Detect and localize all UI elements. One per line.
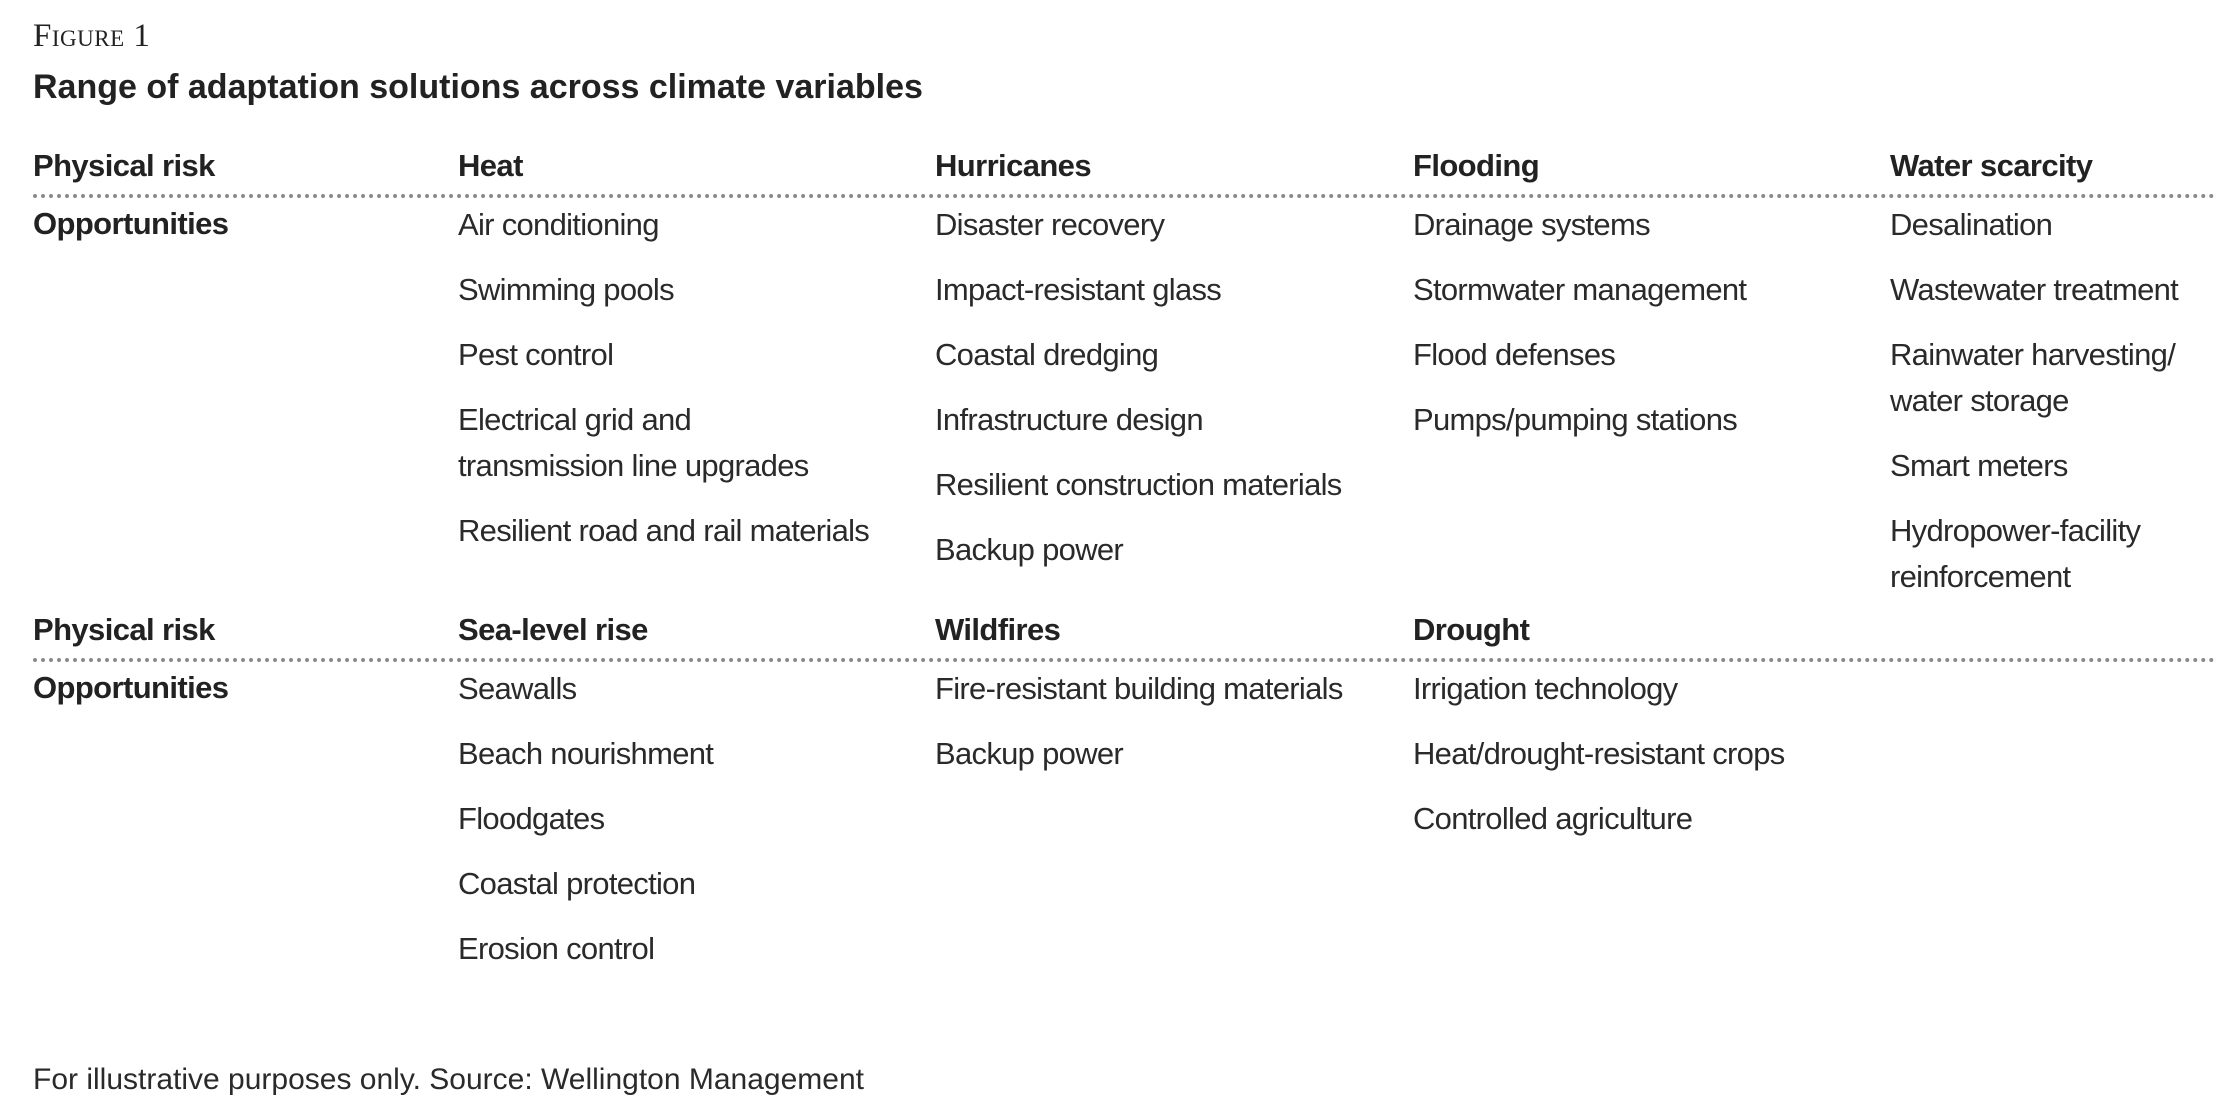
risk-heading-drought: Drought xyxy=(1413,612,1530,647)
risk-table-block-1: Physical risk Heat Hurricanes Flooding W… xyxy=(0,144,2226,594)
opportunity-item: Controlled agriculture xyxy=(1413,801,1693,836)
opportunity-list-water-scarcity: Desalination Wastewater treatment Rainwa… xyxy=(1890,202,2179,619)
opportunity-item: Smart meters xyxy=(1890,448,2068,483)
risk-table-block-2: Physical risk Sea-level rise Wildfires D… xyxy=(0,608,2226,966)
opportunities-label: Opportunities xyxy=(33,670,229,705)
opportunity-item: Electrical grid and transmission line up… xyxy=(458,402,809,483)
opportunity-item: Disaster recovery xyxy=(935,207,1165,242)
opportunity-item: Flood defenses xyxy=(1413,337,1616,372)
opportunity-list-hurricanes: Disaster recovery Impact-resistant glass… xyxy=(935,202,1342,592)
opportunities-label: Opportunities xyxy=(33,206,229,241)
opportunity-list-sea-level-rise: Seawalls Beach nourishment Floodgates Co… xyxy=(458,666,714,991)
opportunity-item: Infrastructure design xyxy=(935,402,1204,437)
opportunity-item: Swimming pools xyxy=(458,272,675,307)
opportunity-item: Drainage systems xyxy=(1413,207,1651,242)
dotted-divider xyxy=(33,194,2216,198)
opportunity-list-heat: Air conditioning Swimming pools Pest con… xyxy=(458,202,870,573)
risk-header-row: Physical risk Heat Hurricanes Flooding W… xyxy=(0,144,2226,194)
opportunity-item: Desalination xyxy=(1890,207,2053,242)
physical-risk-label: Physical risk xyxy=(33,612,215,647)
dotted-divider xyxy=(33,658,2216,662)
opportunity-item: Rainwater harvesting/ water storage xyxy=(1890,337,2176,418)
figure-label: Figure 1 xyxy=(33,18,151,54)
opportunity-item: Impact-resistant glass xyxy=(935,272,1222,307)
opportunity-item: Beach nourishment xyxy=(458,736,714,771)
risk-heading-flooding: Flooding xyxy=(1413,148,1540,183)
opportunity-item: Coastal protection xyxy=(458,866,696,901)
opportunity-item: Resilient road and rail materials xyxy=(458,513,870,548)
opportunity-item: Resilient construction materials xyxy=(935,467,1342,502)
opportunity-item: Seawalls xyxy=(458,671,577,706)
risk-heading-wildfires: Wildfires xyxy=(935,612,1061,647)
opportunity-item: Floodgates xyxy=(458,801,605,836)
opportunity-item: Erosion control xyxy=(458,931,655,966)
risk-heading-hurricanes: Hurricanes xyxy=(935,148,1092,183)
opportunity-item: Wastewater treatment xyxy=(1890,272,2179,307)
opportunity-item: Backup power xyxy=(935,736,1124,771)
physical-risk-label: Physical risk xyxy=(33,148,215,183)
risk-header-row: Physical risk Sea-level rise Wildfires D… xyxy=(0,608,2226,658)
opportunity-item: Irrigation technology xyxy=(1413,671,1678,706)
opportunity-item: Pest control xyxy=(458,337,614,372)
opportunity-list-drought: Irrigation technology Heat/drought-resis… xyxy=(1413,666,1785,861)
opportunity-item: Pumps/pumping stations xyxy=(1413,402,1738,437)
opportunity-item: Stormwater management xyxy=(1413,272,1747,307)
opportunity-item: Fire-resistant building materials xyxy=(935,671,1343,706)
opportunity-item: Air conditioning xyxy=(458,207,659,242)
opportunity-list-flooding: Drainage systems Stormwater management F… xyxy=(1413,202,1747,462)
risk-heading-water-scarcity: Water scarcity xyxy=(1890,148,2093,183)
opportunity-item: Hydropower-facility reinforcement xyxy=(1890,513,2141,594)
opportunity-item: Coastal dredging xyxy=(935,337,1159,372)
opportunity-item: Backup power xyxy=(935,532,1124,567)
opportunity-list-wildfires: Fire-resistant building materials Backup… xyxy=(935,666,1343,796)
source-footnote: For illustrative purposes only. Source: … xyxy=(33,1063,864,1096)
opportunity-item: Heat/drought-resistant crops xyxy=(1413,736,1785,771)
risk-heading-heat: Heat xyxy=(458,148,523,183)
figure-title: Range of adaptation solutions across cli… xyxy=(33,68,923,106)
risk-heading-sea-level-rise: Sea-level rise xyxy=(458,612,648,647)
